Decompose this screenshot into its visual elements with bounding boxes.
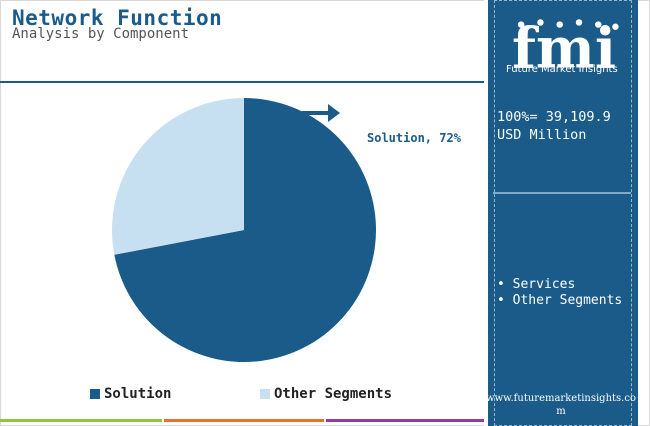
- chart-subtitle: Analysis by Component: [12, 26, 190, 42]
- annotation-arrow-icon: [302, 104, 340, 122]
- legend-swatch-other-segments: [260, 389, 270, 399]
- market-total: 100%= 39,109.9 USD Million: [497, 108, 637, 144]
- legend-label-solution: Solution: [104, 386, 172, 402]
- legend-item-other-segments: Other Segments: [260, 386, 392, 402]
- market-total-value: 100%= 39,109.9: [497, 109, 611, 125]
- footer-bar-purple: [326, 419, 484, 422]
- legend-swatch-solution: [90, 389, 100, 399]
- sidebar-divider: [493, 192, 631, 194]
- segment-item-other-segments: Other Segments: [497, 293, 623, 309]
- segment-list: Services Other Segments: [497, 277, 623, 309]
- chart-title: Network Function: [12, 6, 223, 30]
- market-total-unit: USD Million: [497, 127, 587, 143]
- pie-slice-other-segments: [111, 98, 244, 255]
- pie-slice-solution: [114, 98, 377, 363]
- pie-chart: [111, 98, 377, 363]
- footer-bar-orange: [164, 419, 324, 422]
- fmi-logo: fmi: [512, 16, 619, 81]
- legend-label-other-segments: Other Segments: [274, 386, 393, 402]
- logo-subtitle: Future Market Insights: [506, 64, 618, 75]
- slice-annotation: Solution, 72%: [367, 131, 461, 145]
- legend-item-solution: Solution: [90, 386, 171, 402]
- segment-item-services: Services: [497, 277, 622, 293]
- website-url: www.futuremarketinsights.co m: [486, 393, 636, 417]
- title-divider: [0, 81, 484, 83]
- footer-bar-green: [0, 419, 162, 422]
